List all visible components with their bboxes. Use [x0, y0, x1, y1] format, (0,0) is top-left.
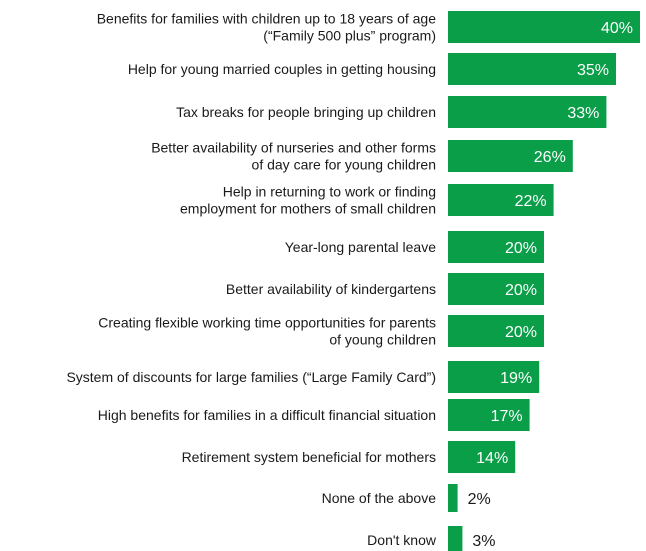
- value-label: 20%: [505, 324, 537, 341]
- bars: [448, 11, 640, 551]
- bar: [448, 231, 544, 263]
- bar: [448, 484, 458, 512]
- category-labels: Benefits for families with children up t…: [66, 11, 436, 549]
- value-label: 19%: [500, 370, 532, 387]
- bar: [448, 399, 530, 431]
- value-label: 26%: [534, 149, 566, 166]
- bar: [448, 53, 616, 85]
- bar: [448, 140, 573, 172]
- value-label: 14%: [476, 450, 508, 467]
- category-label: (“Family 500 plus” program): [263, 28, 436, 44]
- category-label: employment for mothers of small children: [180, 201, 436, 217]
- category-label: Retirement system beneficial for mothers: [182, 449, 436, 465]
- value-label: 40%: [601, 20, 633, 37]
- category-label: Tax breaks for people bringing up childr…: [176, 104, 436, 120]
- value-label: 2%: [468, 491, 491, 508]
- value-label: 17%: [491, 408, 523, 425]
- value-label: 3%: [472, 533, 495, 550]
- value-label: 20%: [505, 240, 537, 257]
- bar: [448, 441, 516, 473]
- value-label: 20%: [505, 282, 537, 299]
- bar: [448, 11, 640, 43]
- bar: [448, 184, 554, 216]
- bar: [448, 361, 540, 393]
- value-label: 33%: [567, 105, 599, 122]
- category-label: Better availability of nurseries and oth…: [151, 140, 436, 156]
- bar: [448, 315, 544, 347]
- category-label: Help for young married couples in gettin…: [128, 61, 436, 77]
- bar: [448, 96, 607, 128]
- category-label: Don't know: [367, 532, 437, 548]
- value-label: 22%: [515, 193, 547, 210]
- category-label: None of the above: [322, 490, 437, 506]
- category-label: Creating flexible working time opportuni…: [98, 315, 436, 331]
- category-label: Year-long parental leave: [285, 239, 436, 255]
- bar: [448, 273, 544, 305]
- category-label: Help in returning to work or finding: [223, 184, 436, 200]
- category-label: of young children: [329, 332, 436, 348]
- category-label: High benefits for families in a difficul…: [98, 407, 436, 423]
- category-label: System of discounts for large families (…: [66, 369, 436, 385]
- bar: [448, 526, 463, 551]
- value-labels: 40% 35% 33% 26% 22% 20% 20% 20% 19% 17% 14% 2% 3%: [468, 20, 633, 550]
- value-label: 35%: [577, 62, 609, 79]
- category-label: of day care for young children: [252, 157, 436, 173]
- category-label: Benefits for families with children up t…: [97, 11, 437, 27]
- category-label: Better availability of kindergartens: [226, 281, 436, 297]
